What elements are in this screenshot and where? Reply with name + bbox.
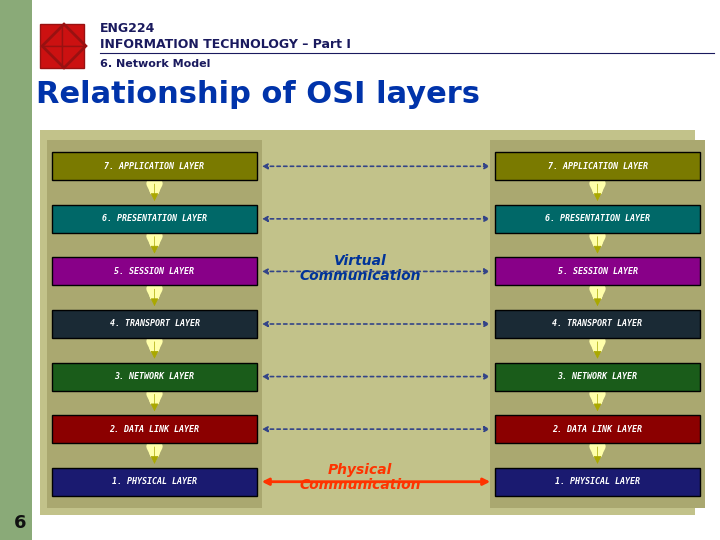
Bar <box>52 310 257 338</box>
Bar <box>52 152 257 180</box>
Bar <box>32 0 720 110</box>
Text: 1. PHYSICAL LAYER: 1. PHYSICAL LAYER <box>555 477 640 486</box>
Bar <box>495 362 700 390</box>
Bar <box>495 415 700 443</box>
Bar <box>495 310 700 338</box>
Text: 5. SESSION LAYER: 5. SESSION LAYER <box>557 267 637 276</box>
Text: Communication: Communication <box>300 478 420 492</box>
Bar <box>495 468 700 496</box>
Text: 2. DATA LINK LAYER: 2. DATA LINK LAYER <box>552 424 642 434</box>
Bar <box>40 46 62 68</box>
Bar <box>52 468 257 496</box>
Bar <box>0 0 32 540</box>
Text: 6. PRESENTATION LAYER: 6. PRESENTATION LAYER <box>102 214 207 224</box>
Bar <box>495 205 700 233</box>
Text: Relationship of OSI layers: Relationship of OSI layers <box>36 80 480 109</box>
Text: 1. PHYSICAL LAYER: 1. PHYSICAL LAYER <box>112 477 197 486</box>
Bar <box>495 258 700 286</box>
Bar <box>62 24 84 46</box>
Bar <box>52 415 257 443</box>
Text: ENG224: ENG224 <box>100 23 156 36</box>
Text: 6: 6 <box>14 514 27 532</box>
Text: 4. TRANSPORT LAYER: 4. TRANSPORT LAYER <box>109 320 199 328</box>
Bar <box>52 258 257 286</box>
Bar <box>52 205 257 233</box>
Text: 6. PRESENTATION LAYER: 6. PRESENTATION LAYER <box>545 214 650 224</box>
Bar <box>490 140 705 508</box>
Text: Physical: Physical <box>328 463 392 477</box>
Bar <box>47 140 262 508</box>
Text: 6. Network Model: 6. Network Model <box>100 59 210 69</box>
Text: 7. APPLICATION LAYER: 7. APPLICATION LAYER <box>547 162 647 171</box>
Text: 4. TRANSPORT LAYER: 4. TRANSPORT LAYER <box>552 320 642 328</box>
Text: Virtual: Virtual <box>333 254 387 268</box>
Text: 5. SESSION LAYER: 5. SESSION LAYER <box>114 267 194 276</box>
Bar <box>40 130 695 515</box>
Bar <box>62 46 84 68</box>
Bar <box>40 24 62 46</box>
Text: 3. NETWORK LAYER: 3. NETWORK LAYER <box>557 372 637 381</box>
Bar <box>495 152 700 180</box>
Text: INFORMATION TECHNOLOGY – Part I: INFORMATION TECHNOLOGY – Part I <box>100 37 351 51</box>
Text: Communication: Communication <box>300 269 420 284</box>
Text: 3. NETWORK LAYER: 3. NETWORK LAYER <box>114 372 194 381</box>
Text: 7. APPLICATION LAYER: 7. APPLICATION LAYER <box>104 162 204 171</box>
Text: 2. DATA LINK LAYER: 2. DATA LINK LAYER <box>109 424 199 434</box>
Bar <box>52 362 257 390</box>
